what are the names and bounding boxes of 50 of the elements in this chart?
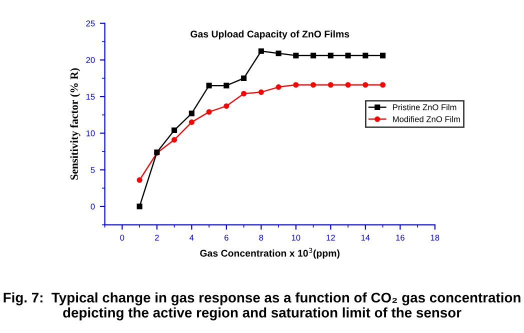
point xyxy=(362,52,368,58)
y-axis-title: Sensitivity factor (% R) xyxy=(70,68,80,180)
point xyxy=(345,82,351,88)
x-tick-label: 10 xyxy=(292,234,300,241)
point xyxy=(224,103,230,109)
point xyxy=(345,52,351,58)
x-tick-label: 18 xyxy=(430,234,440,241)
point xyxy=(293,52,299,58)
point xyxy=(380,52,386,58)
point xyxy=(276,50,282,56)
x-tick-label: 16 xyxy=(396,234,404,241)
x-tick-label: 4 xyxy=(190,234,194,241)
x-tick-label: 14 xyxy=(361,234,370,241)
text: Gas Upload Capacity of ZnO Films xyxy=(190,30,350,40)
legend-label: Modified ZnO Film xyxy=(393,116,460,122)
point xyxy=(328,52,334,58)
point xyxy=(136,177,142,183)
point xyxy=(206,109,212,115)
point xyxy=(241,75,247,82)
x-tick-label: 8 xyxy=(259,234,264,241)
x-axis-title: Gas Concentration x 10$^{3}$(ppm) xyxy=(200,248,340,259)
x-tick-label: 0 xyxy=(120,234,124,241)
point xyxy=(241,90,247,96)
point xyxy=(310,82,316,88)
point xyxy=(362,82,368,88)
caption: Fig. 7: Typical change in gas response as a function of CO₂ gas concentration depicting the active region and saturation limit of the sensor xyxy=(4,292,520,320)
legend-label: Pristine ZnO Film xyxy=(393,104,456,110)
y-tick-label: 20 xyxy=(86,57,95,64)
y-tick-label: 10 xyxy=(86,130,95,136)
y-tick-label: 5 xyxy=(90,167,95,173)
point xyxy=(188,119,194,125)
point xyxy=(172,137,178,143)
point xyxy=(276,84,282,90)
point xyxy=(258,89,264,95)
point xyxy=(380,82,386,88)
point xyxy=(206,82,212,88)
x-tick-label: 12 xyxy=(326,234,335,241)
y-tick-label: 25 xyxy=(86,20,95,26)
point xyxy=(258,48,264,54)
point xyxy=(188,110,194,116)
point xyxy=(293,82,299,88)
point xyxy=(136,204,142,210)
point xyxy=(328,82,334,88)
y-tick-label: 15 xyxy=(86,94,95,100)
y-tick-label: 0 xyxy=(90,204,95,210)
x-tick-label: 2 xyxy=(155,234,159,241)
point xyxy=(224,82,230,88)
point xyxy=(172,127,178,134)
point xyxy=(310,52,316,58)
x-tick-label: 6 xyxy=(224,234,228,241)
